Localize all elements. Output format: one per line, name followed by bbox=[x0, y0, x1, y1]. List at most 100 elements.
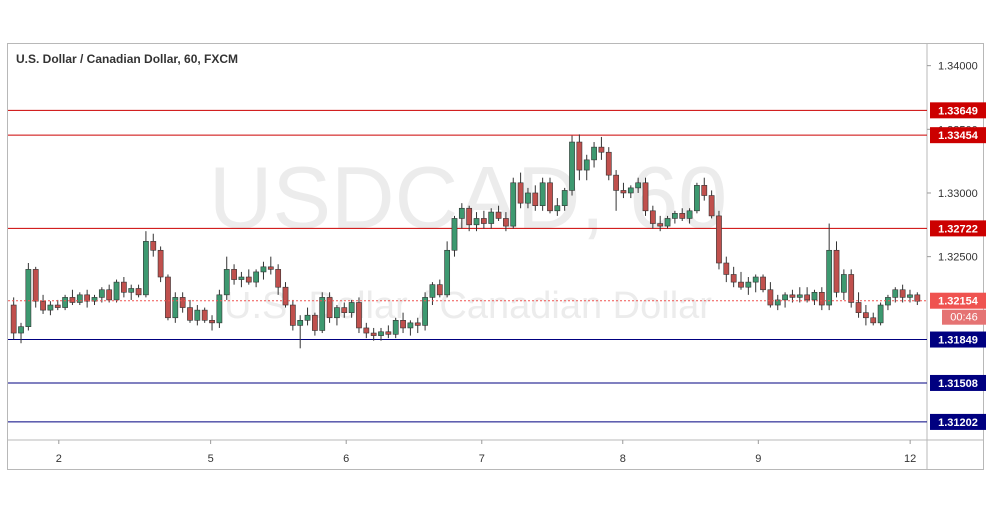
candle-body bbox=[260, 266, 267, 273]
candle-body bbox=[121, 281, 127, 293]
candle bbox=[782, 292, 788, 308]
candle-body bbox=[341, 307, 348, 313]
candle-body bbox=[304, 314, 311, 321]
time-axis[interactable]: 2 5 6 7 8 9 12 bbox=[8, 439, 983, 465]
candle bbox=[54, 299, 61, 311]
candle bbox=[635, 177, 642, 193]
candle-body bbox=[385, 331, 392, 335]
candle bbox=[341, 302, 348, 318]
candle-body bbox=[885, 297, 891, 306]
candle-body bbox=[752, 276, 759, 283]
candle-body bbox=[605, 151, 612, 176]
candle bbox=[267, 256, 274, 275]
candle-body bbox=[789, 294, 796, 298]
candle bbox=[855, 292, 862, 318]
candle-body bbox=[818, 291, 825, 306]
price-tick-label: 1.32500 bbox=[938, 252, 978, 264]
candle bbox=[378, 327, 384, 341]
candle bbox=[392, 317, 399, 339]
candle-body bbox=[69, 297, 76, 303]
candle bbox=[25, 263, 32, 331]
candle-body bbox=[47, 304, 54, 311]
candle bbox=[407, 320, 414, 336]
candle bbox=[135, 284, 142, 298]
candle bbox=[833, 241, 840, 298]
candle bbox=[517, 172, 524, 209]
candle bbox=[326, 292, 333, 323]
candle bbox=[899, 284, 906, 303]
support-level-label: 1.31508 bbox=[938, 378, 978, 390]
candle-body bbox=[400, 320, 406, 329]
candle bbox=[348, 299, 355, 318]
candle-body bbox=[356, 302, 362, 329]
candle-body bbox=[701, 185, 708, 196]
candle-body bbox=[25, 269, 32, 327]
candle-body bbox=[503, 218, 509, 227]
candle bbox=[40, 294, 46, 314]
candle-body bbox=[539, 182, 546, 207]
candle-body bbox=[165, 276, 171, 319]
candle bbox=[223, 256, 230, 300]
time-tick-label: 7 bbox=[479, 453, 485, 465]
candle-body bbox=[223, 269, 230, 296]
candle bbox=[275, 264, 282, 295]
candle bbox=[429, 282, 436, 306]
candle bbox=[84, 289, 91, 308]
candle bbox=[98, 287, 105, 303]
candle-body bbox=[532, 192, 539, 207]
candle-body bbox=[209, 320, 215, 324]
candle-body bbox=[863, 312, 869, 319]
candle bbox=[738, 271, 744, 290]
candle bbox=[914, 292, 921, 306]
candle bbox=[194, 305, 201, 326]
candle-body bbox=[392, 320, 399, 335]
support-level-badge bbox=[930, 331, 986, 348]
candle bbox=[451, 215, 458, 257]
candle bbox=[488, 208, 495, 229]
candle-body bbox=[649, 210, 656, 224]
candle bbox=[179, 292, 186, 313]
time-tick-label: 2 bbox=[56, 453, 62, 465]
price-tick-label: 1.33000 bbox=[938, 188, 978, 200]
candle-body bbox=[855, 302, 862, 313]
candle-body bbox=[157, 249, 164, 278]
candle bbox=[642, 177, 649, 216]
candle bbox=[708, 190, 715, 219]
candle-body bbox=[642, 182, 649, 212]
candle-body bbox=[201, 309, 208, 321]
candle-body bbox=[613, 174, 619, 191]
countdown-label: 00:46 bbox=[950, 312, 978, 324]
candle-body bbox=[561, 190, 568, 207]
candle-body bbox=[554, 205, 561, 212]
candle-body bbox=[848, 274, 855, 303]
candle-body bbox=[238, 276, 245, 280]
candle-body bbox=[62, 297, 68, 308]
candle-body bbox=[84, 294, 91, 302]
candle-body bbox=[326, 297, 333, 319]
candle-body bbox=[348, 302, 355, 313]
candle bbox=[297, 315, 304, 349]
candle bbox=[216, 289, 223, 328]
candle bbox=[253, 269, 259, 288]
candle bbox=[694, 182, 700, 214]
candle bbox=[745, 277, 752, 295]
candle-body bbox=[106, 289, 113, 301]
candle-body bbox=[473, 218, 480, 226]
candle bbox=[870, 312, 877, 326]
support-level-badge bbox=[930, 413, 986, 430]
candle-body bbox=[892, 289, 899, 298]
candle-body bbox=[40, 300, 46, 311]
support-level-badge bbox=[930, 374, 986, 391]
candle-body bbox=[826, 249, 833, 306]
candle-body bbox=[312, 314, 318, 331]
candle-body bbox=[517, 182, 524, 204]
candle bbox=[473, 212, 480, 232]
watermark-name: U.S. Dollar / Canadian Dollar bbox=[224, 285, 712, 327]
countdown-badge bbox=[942, 309, 986, 325]
candle bbox=[723, 256, 730, 283]
watermark: USDCAD, 60 U.S. Dollar / Canadian Dollar bbox=[209, 148, 727, 327]
candle bbox=[47, 301, 54, 316]
candle bbox=[811, 289, 818, 306]
candle bbox=[113, 279, 120, 303]
